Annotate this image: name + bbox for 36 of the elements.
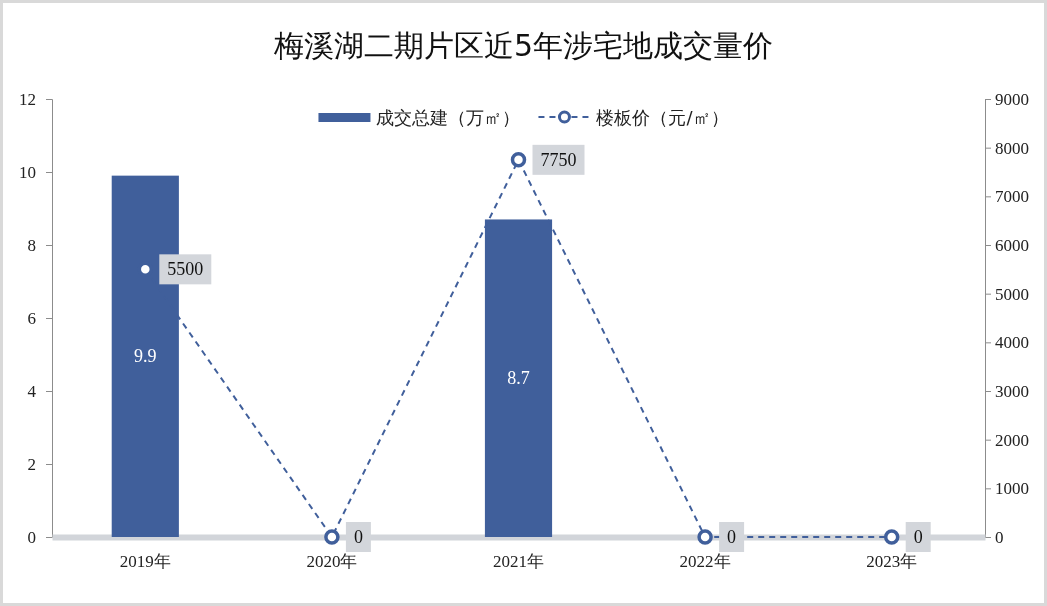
chart-title: 梅溪湖二期片区近5年涉宅地成交量价: [272, 28, 774, 63]
point: [510, 152, 527, 168]
y-tick-label: 0: [27, 527, 36, 547]
y2-tick-label: 7000: [995, 187, 1029, 207]
y-tick-label: 4: [27, 381, 37, 401]
point: [324, 529, 340, 545]
data-label: 9.9: [134, 346, 157, 367]
point: [697, 529, 713, 545]
y2-tick-label: 0: [995, 527, 1004, 547]
legend-label: 成交总建（万㎡）: [376, 107, 521, 128]
x-tick-label: 2020年: [306, 552, 358, 572]
y-tick-label: 6: [27, 308, 36, 328]
data-label: 0: [353, 527, 363, 547]
legend-label: 楼板价（元/㎡）: [596, 107, 729, 128]
data-label: 7750: [540, 149, 577, 170]
data-label: 8.7: [507, 368, 530, 389]
y-tick-label: 2: [27, 454, 36, 474]
x-tick-label: 2019年: [119, 552, 171, 572]
y2-tick-label: 6000: [995, 235, 1029, 255]
point: [883, 529, 900, 545]
y2-tick-label: 8000: [995, 138, 1029, 158]
y2-tick-label: 5000: [995, 284, 1029, 304]
data-label: 0: [913, 527, 923, 547]
data-label: 5500: [167, 259, 204, 280]
y-tick-label: 12: [19, 89, 36, 109]
x-tick-label: 2023年: [866, 552, 918, 572]
x-tick-label: 2022年: [679, 552, 731, 572]
y2-tick-label: 3000: [995, 381, 1029, 401]
y2-tick-label: 4000: [995, 333, 1029, 353]
y2-tick-label: 9000: [995, 89, 1029, 109]
data-label: 0: [727, 527, 737, 547]
y2-tick-label: 2000: [995, 430, 1029, 450]
y-tick-label: 10: [19, 162, 36, 182]
y2-tick-label: 1000: [995, 479, 1029, 499]
x-tick-label: 2021年: [493, 552, 544, 572]
y-tick-label: 8: [27, 235, 36, 255]
